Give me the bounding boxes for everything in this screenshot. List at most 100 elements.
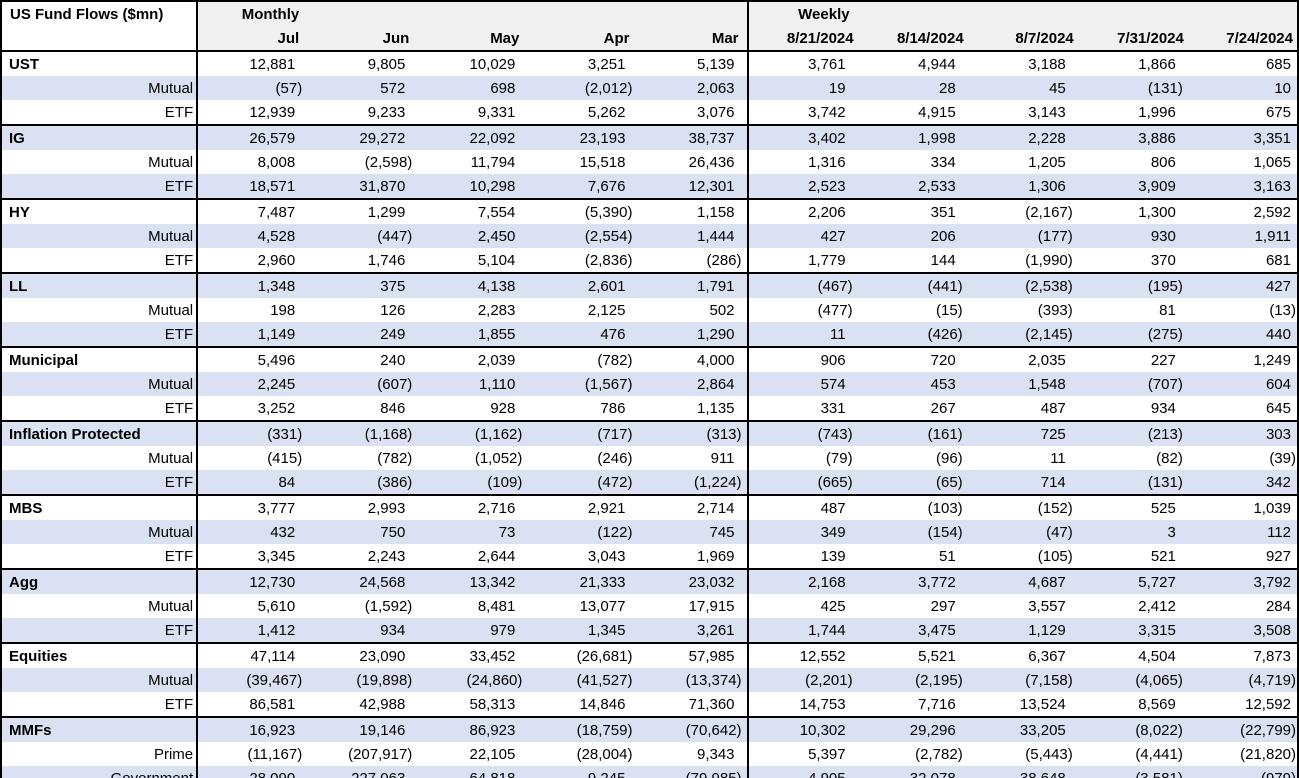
value-cell: 267: [857, 396, 968, 421]
value-cell: (2,538): [967, 272, 1078, 298]
value-cell: 427: [746, 224, 858, 248]
value-cell: (447): [307, 224, 418, 248]
value-cell: 4,138: [417, 272, 528, 298]
value-cell: 1,110: [417, 372, 528, 396]
value-cell: (28,004): [527, 742, 638, 766]
value-cell: (195): [1077, 272, 1188, 298]
value-cell: (782): [527, 346, 638, 372]
value-cell: 31,870: [307, 174, 418, 199]
value-cell: 934: [1077, 396, 1188, 421]
monthly-group-label: Monthly: [197, 1, 308, 26]
column-header-may: May: [417, 26, 528, 52]
value-cell: (13,374): [637, 668, 748, 692]
value-cell: 4,528: [197, 224, 308, 248]
category-label: Inflation Protected: [1, 420, 199, 446]
value-cell: 714: [967, 470, 1078, 495]
value-cell: 1,065: [1187, 150, 1298, 174]
sub-row: Mutual 8,008 (2,598) 11,794 15,518 26,436 1,31…: [1, 150, 1298, 174]
value-cell: 645: [1187, 396, 1298, 421]
row-label: Mutual: [1, 594, 199, 618]
value-cell: 15,518: [527, 150, 638, 174]
value-cell: (286): [637, 248, 748, 273]
value-cell: (109): [417, 470, 528, 495]
value-cell: 2,592: [1187, 198, 1298, 224]
value-cell: 6,367: [967, 642, 1078, 668]
row-label: ETF: [1, 396, 199, 421]
column-header-week-2: 8/14/2024: [857, 26, 968, 52]
value-cell: (47): [967, 520, 1078, 544]
row-label: Mutual: [1, 224, 199, 248]
value-cell: (1,592): [307, 594, 418, 618]
value-cell: 126: [307, 298, 418, 322]
sub-row: Mutual 5,610 (1,592) 8,481 13,077 17,915 425 29…: [1, 594, 1298, 618]
value-cell: 342: [1187, 470, 1298, 495]
value-cell: 1,345: [527, 618, 638, 643]
group-header-row: US Fund Flows ($mn) Monthly Weekly: [1, 1, 1298, 51]
value-cell: 476: [527, 322, 638, 347]
value-cell: 3,076: [637, 100, 748, 125]
value-cell: (441): [857, 272, 968, 298]
value-cell: 4,915: [857, 100, 968, 125]
row-label: ETF: [1, 692, 199, 717]
value-cell: 22,105: [417, 742, 528, 766]
value-cell: 1,866: [1077, 50, 1188, 76]
value-cell: 720: [857, 346, 968, 372]
value-cell: 2,125: [527, 298, 638, 322]
value-cell: 51: [857, 544, 968, 569]
weekly-group-label: Weekly: [746, 1, 858, 26]
value-cell: 12,301: [637, 174, 748, 199]
value-cell: (1,567): [527, 372, 638, 396]
value-cell: 9,331: [417, 100, 528, 125]
value-cell: (4,719): [1187, 668, 1298, 692]
value-cell: 334: [857, 150, 968, 174]
value-cell: (57): [197, 76, 308, 100]
category-row: UST 12,881 9,805 10,029 3,251 5,139 3,761 4,944…: [1, 50, 1298, 76]
value-cell: 2,644: [417, 544, 528, 569]
value-cell: 10,302: [746, 716, 858, 742]
column-header-week-3: 8/7/2024: [967, 26, 1078, 52]
category-label: MMFs: [1, 716, 199, 742]
value-cell: 38,648: [967, 766, 1078, 778]
value-cell: 3,351: [1187, 124, 1298, 150]
value-cell: 23,032: [637, 568, 748, 594]
value-cell: (13): [1187, 298, 1298, 322]
value-cell: (2,012): [527, 76, 638, 100]
value-cell: (2,554): [527, 224, 638, 248]
value-cell: 71,360: [637, 692, 748, 717]
value-cell: 16,923: [197, 716, 308, 742]
value-cell: 28: [857, 76, 968, 100]
value-cell: 786: [527, 396, 638, 421]
value-cell: 5,139: [637, 50, 748, 76]
value-cell: (386): [307, 470, 418, 495]
value-cell: 1,129: [967, 618, 1078, 643]
row-label: Mutual: [1, 520, 199, 544]
value-cell: (152): [967, 494, 1078, 520]
value-cell: (477): [746, 298, 858, 322]
value-cell: 3,777: [197, 494, 308, 520]
value-cell: (103): [857, 494, 968, 520]
value-cell: 5,610: [197, 594, 308, 618]
value-cell: 1,158: [637, 198, 748, 224]
column-header-week-4: 7/31/2024: [1077, 26, 1188, 52]
value-cell: 1,791: [637, 272, 748, 298]
value-cell: (472): [527, 470, 638, 495]
value-cell: 750: [307, 520, 418, 544]
sub-row: Mutual (57) 572 698 (2,012) 2,063 19 28 45 (131) 1…: [1, 76, 1298, 100]
sub-row: Mutual (415) (782) (1,052) (246) 911 (79) (96) 1…: [1, 446, 1298, 470]
value-cell: 227: [1077, 346, 1188, 372]
value-cell: 1,969: [637, 544, 748, 569]
value-cell: 12,881: [197, 50, 308, 76]
value-cell: (39): [1187, 446, 1298, 470]
value-cell: 33,452: [417, 642, 528, 668]
value-cell: 806: [1077, 150, 1188, 174]
value-cell: (22,799): [1187, 716, 1298, 742]
value-cell: 432: [197, 520, 308, 544]
value-cell: 2,993: [307, 494, 418, 520]
category-label: MBS: [1, 494, 199, 520]
value-cell: 73: [417, 520, 528, 544]
value-cell: (5,390): [527, 198, 638, 224]
value-cell: (70,642): [637, 716, 748, 742]
value-cell: 81: [1077, 298, 1188, 322]
value-cell: 2,714: [637, 494, 748, 520]
value-cell: 18,571: [197, 174, 308, 199]
